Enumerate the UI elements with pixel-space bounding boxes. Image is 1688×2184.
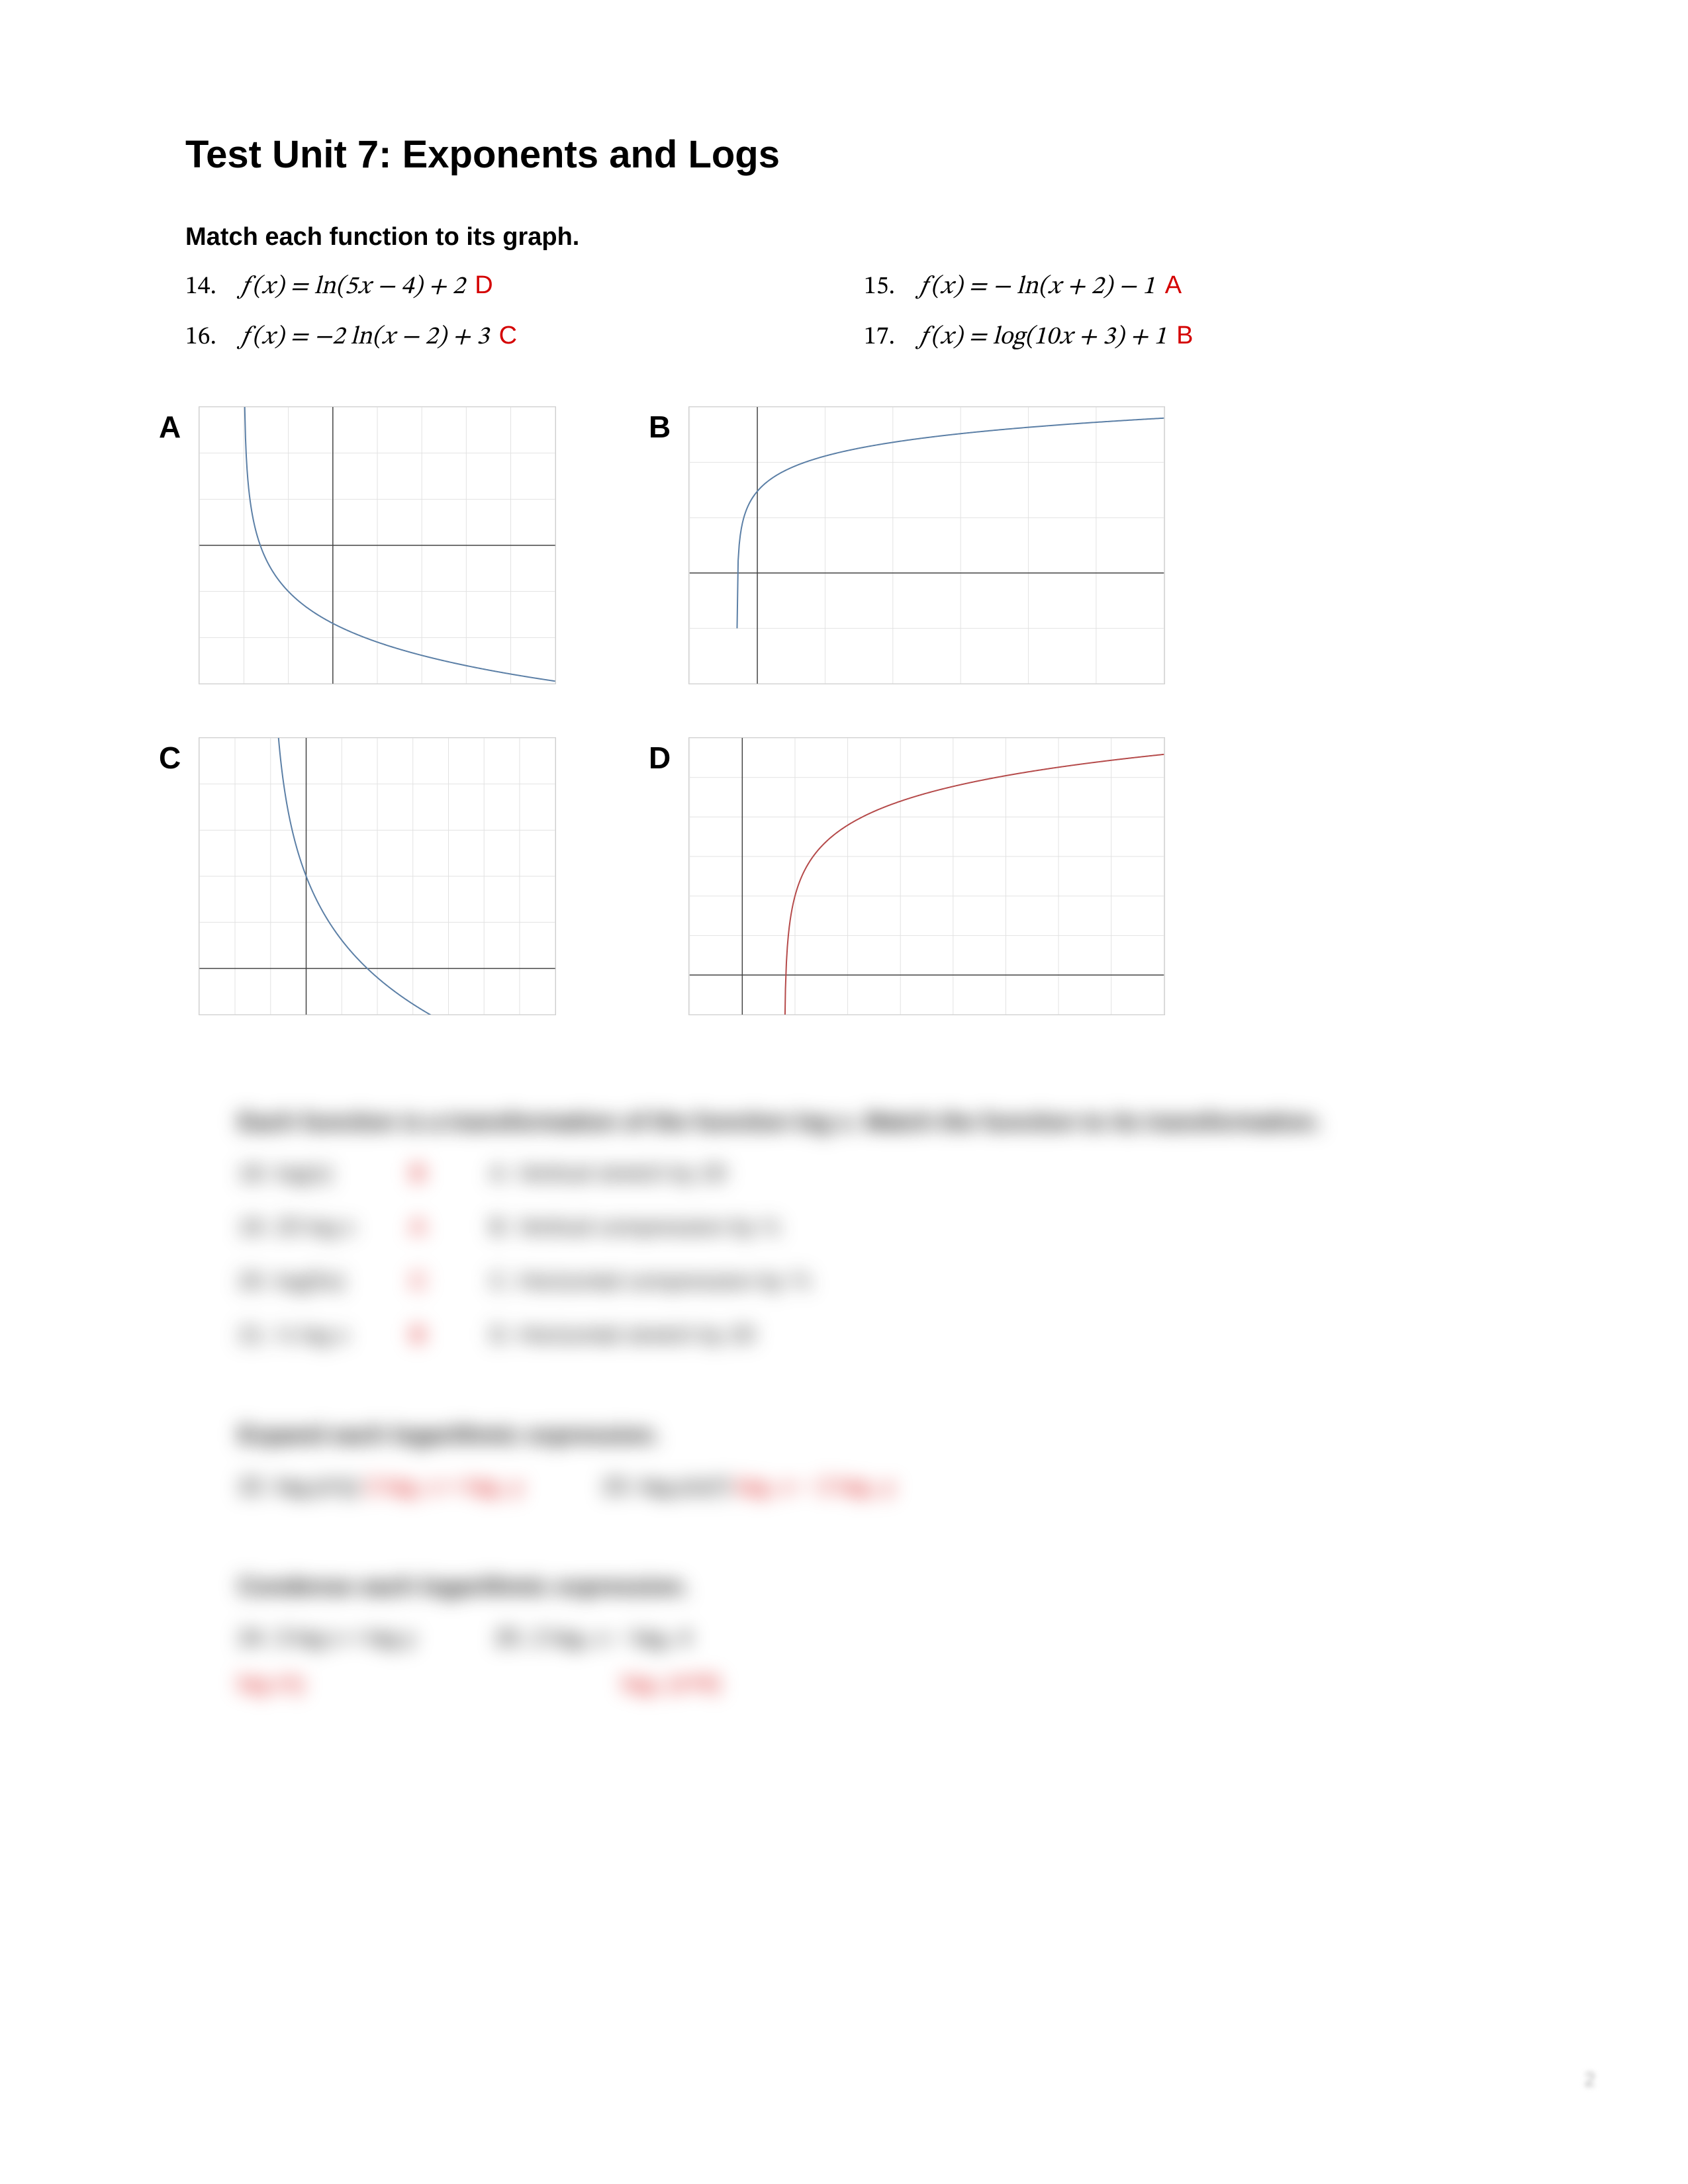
row-left: 20. log(5x): [238, 1269, 410, 1295]
graph-c: [199, 737, 556, 1015]
row-right: D. Horizontal stretch by 20: [490, 1322, 755, 1348]
problem-grid: 14. 𝑓(𝑥) = ln(5𝑥 − 4) + 2 D 15. 𝑓(𝑥) = −…: [185, 271, 1503, 353]
graph-label: C: [159, 737, 199, 776]
section-heading: Expand each logarithmic expression.: [238, 1421, 1476, 1447]
graph-label: A: [159, 406, 199, 445]
problem-expression: 𝑓(𝑥) = log(10𝑥 + 3) + 1: [916, 325, 1166, 350]
row-left: 19. 20 log x: [238, 1214, 410, 1240]
blurred-preview: Each function is a transformation of the…: [185, 1108, 1503, 1697]
problem-17: 17. 𝑓(𝑥) = log(10𝑥 + 3) + 1 B: [864, 322, 1503, 353]
expand-q: 22. log₂(x²y) 2 log₂ x + log₂ y: [238, 1474, 523, 1500]
condense-q: 24. 3 log x + log y: [238, 1625, 415, 1651]
table-row: 18. log(x) B A. Vertical stretch by 20: [238, 1161, 1476, 1187]
problem-number: 15.: [864, 271, 910, 303]
problem-answer: B: [1176, 322, 1193, 349]
row-left: 18. log(x): [238, 1161, 410, 1187]
blurred-section-expand: Expand each logarithmic expression. 22. …: [238, 1421, 1476, 1500]
problem-16: 16. 𝑓(𝑥) = −2 ln(𝑥 − 2) + 3 C: [185, 322, 824, 353]
problem-expression: 𝑓(𝑥) = − ln(𝑥 + 2) − 1: [916, 275, 1155, 300]
problem-number: 14.: [185, 271, 232, 303]
row-right: A. Vertical stretch by 20: [490, 1161, 726, 1187]
graph-cell-d: D: [649, 737, 1165, 1015]
graph-b: [688, 406, 1165, 684]
row-answer: B: [410, 1161, 490, 1187]
expand-line: 22. log₂(x²y) 2 log₂ x + log₂ y 23. log₃…: [238, 1474, 1476, 1500]
page-number: 2: [1584, 2069, 1595, 2091]
graph-cell-c: C: [159, 737, 569, 1015]
graph-cell-b: B: [649, 406, 1165, 684]
instruction-text: Match each function to its graph.: [185, 223, 1503, 251]
condense-line: 24. 3 log x + log y 25. 2 log₅ x − log₅ …: [238, 1625, 1476, 1651]
blurred-section-transformations: Each function is a transformation of the…: [238, 1108, 1476, 1348]
graph-a: [199, 406, 556, 684]
problem-14: 14. 𝑓(𝑥) = ln(5𝑥 − 4) + 2 D: [185, 271, 824, 303]
graph-grid: A B C D: [159, 406, 1503, 1028]
condense-q: 25. 2 log₅ x − log₅ 4: [494, 1625, 691, 1651]
table-row: 21. ½ log x B D. Horizontal stretch by 2…: [238, 1322, 1476, 1348]
condense-a: log₅ (x²/4): [622, 1671, 720, 1697]
row-answer: C: [410, 1269, 490, 1295]
expand-q: 23. log₃(x/y²) log₃ x − 2 log₃ y: [602, 1474, 894, 1500]
problem-expression: 𝑓(𝑥) = ln(5𝑥 − 4) + 2: [238, 275, 465, 300]
problem-answer: D: [475, 271, 492, 299]
table-row: 20. log(5x) C C. Horizontal compression …: [238, 1268, 1476, 1295]
condense-ans-line: log x³y log₅ (x²/4): [238, 1671, 1476, 1697]
problem-answer: C: [499, 322, 517, 349]
problem-number: 16.: [185, 322, 232, 353]
problem-number: 17.: [864, 322, 910, 353]
section-heading: Each function is a transformation of the…: [238, 1108, 1476, 1134]
blurred-section-condense: Condense each logarithmic expression. 24…: [238, 1572, 1476, 1697]
row-answer: B: [410, 1322, 490, 1348]
graph-label: B: [649, 406, 688, 445]
table-row: 19. 20 log x A B. Vertical compression b…: [238, 1214, 1476, 1240]
section-heading: Condense each logarithmic expression.: [238, 1572, 1476, 1599]
problem-15: 15. 𝑓(𝑥) = − ln(𝑥 + 2) − 1 A: [864, 271, 1503, 303]
graph-label: D: [649, 737, 688, 776]
page-title: Test Unit 7: Exponents and Logs: [185, 132, 1503, 177]
problem-expression: 𝑓(𝑥) = −2 ln(𝑥 − 2) + 3: [238, 325, 489, 350]
graph-d: [688, 737, 1165, 1015]
row-answer: A: [410, 1214, 490, 1240]
row-right: C. Horizontal compression by ⅕: [490, 1268, 812, 1295]
row-right: B. Vertical compression by ½: [490, 1214, 780, 1240]
row-left: 21. ½ log x: [238, 1322, 410, 1348]
graph-cell-a: A: [159, 406, 569, 684]
problem-answer: A: [1165, 271, 1182, 299]
condense-a: log x³y: [238, 1671, 305, 1697]
